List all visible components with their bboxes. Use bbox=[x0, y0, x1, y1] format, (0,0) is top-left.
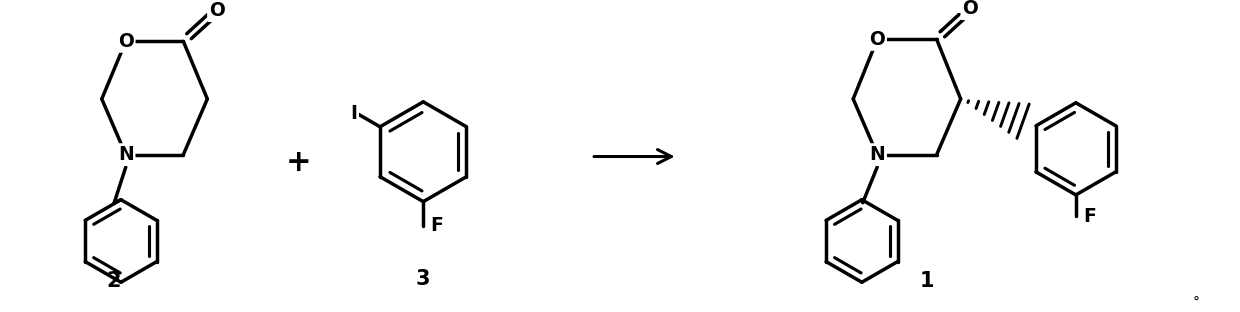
Text: N: N bbox=[869, 145, 885, 164]
Text: 3: 3 bbox=[415, 269, 430, 289]
Text: °: ° bbox=[1193, 295, 1199, 310]
Text: I: I bbox=[351, 104, 357, 123]
Text: O: O bbox=[118, 32, 134, 51]
Text: F: F bbox=[430, 216, 443, 235]
Text: O: O bbox=[210, 1, 224, 20]
Text: O: O bbox=[869, 30, 885, 49]
Text: +: + bbox=[285, 148, 311, 177]
Text: O: O bbox=[962, 0, 978, 18]
Text: F: F bbox=[1083, 207, 1096, 226]
Text: 2: 2 bbox=[107, 271, 120, 291]
Text: 1: 1 bbox=[920, 271, 935, 291]
Text: N: N bbox=[118, 145, 134, 164]
